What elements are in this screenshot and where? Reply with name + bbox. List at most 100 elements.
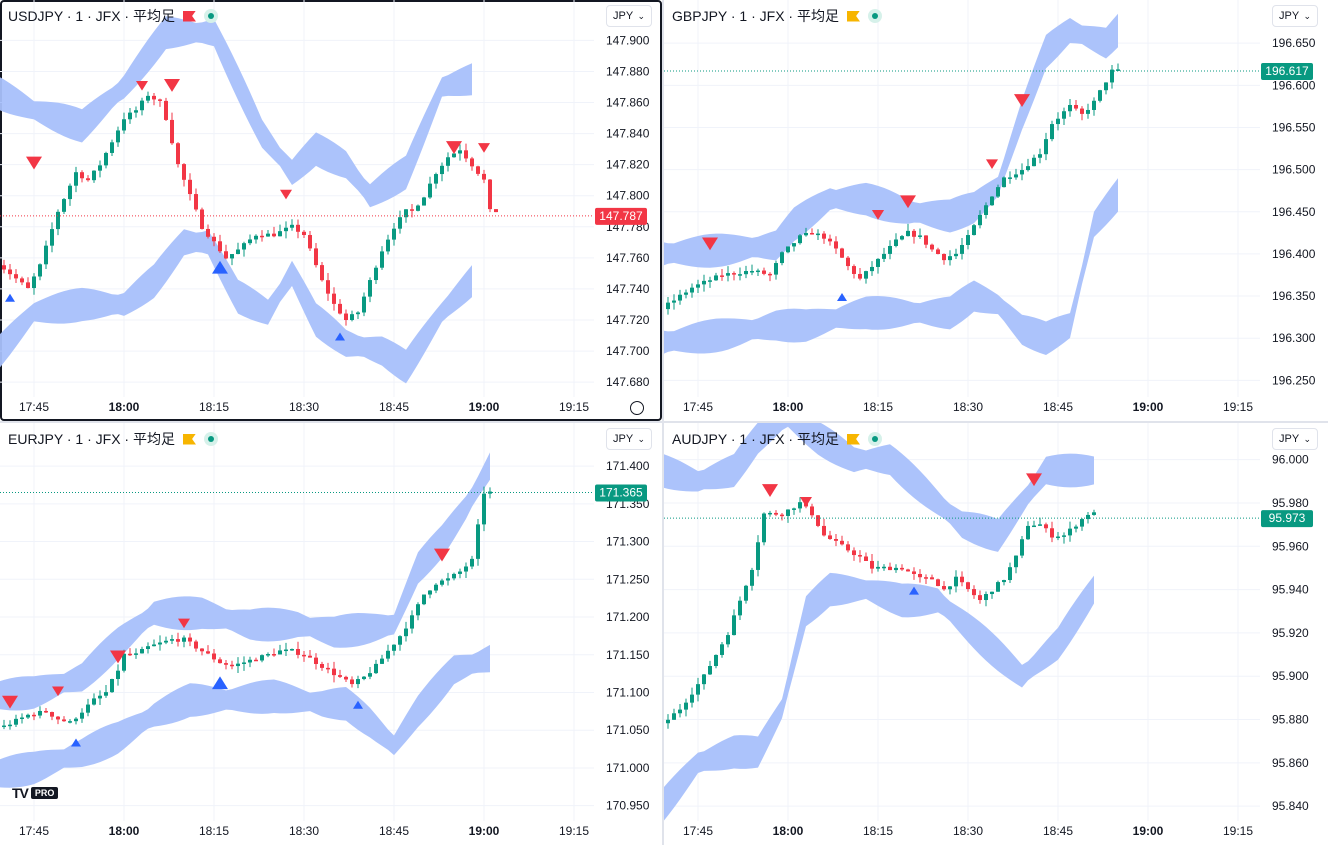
candle	[164, 97, 168, 122]
chart-pane-gbpjpy[interactable]: 196.650 196.600 196.550 196.500 196.450 196.4…	[664, 0, 1328, 421]
y-tick-label: 147.820	[606, 158, 650, 172]
chart-svg[interactable]: 171.400171.350171.300171.250171.200171.1…	[0, 423, 662, 845]
candle	[816, 515, 820, 528]
flag-icon[interactable]	[182, 433, 196, 445]
candle	[690, 283, 694, 298]
legend[interactable]: EURJPY · 1 · JFX · 平均足	[8, 429, 218, 449]
candle	[708, 276, 712, 288]
candle	[122, 112, 126, 134]
candle	[774, 510, 778, 517]
flag-icon[interactable]	[846, 433, 860, 445]
legend-title[interactable]: GBPJPY · 1 · JFX · 平均足	[672, 8, 839, 24]
candle	[386, 644, 390, 662]
candle	[98, 160, 102, 178]
candle	[1026, 158, 1030, 172]
candle	[470, 156, 474, 171]
candle	[696, 677, 700, 702]
chart-pane-usdjpy[interactable]: 147.900 147.880 147.860 147.840 147.820 147.8…	[0, 0, 662, 421]
candle	[38, 706, 42, 719]
candle	[780, 513, 784, 521]
candle	[714, 272, 718, 281]
legend[interactable]: GBPJPY · 1 · JFX · 平均足	[672, 6, 882, 26]
candle	[284, 221, 288, 239]
candle	[852, 547, 856, 561]
candle	[134, 106, 138, 118]
candle	[62, 197, 66, 215]
candle	[966, 229, 970, 250]
chart-svg[interactable]: 147.900 147.880 147.860 147.840 147.820 147.8…	[0, 0, 662, 421]
candles	[666, 497, 1096, 729]
candle	[870, 553, 874, 574]
flag-icon[interactable]	[847, 10, 860, 22]
pane-divider-horizontal[interactable]	[0, 421, 1328, 423]
candle	[26, 713, 30, 720]
candle	[68, 719, 72, 724]
legend[interactable]: AUDJPY · 1 · JFX · 平均足	[672, 429, 882, 449]
sell-marker	[178, 618, 190, 629]
settings-icon[interactable]	[630, 401, 644, 415]
candle	[726, 632, 730, 648]
chart-svg[interactable]: 196.650 196.600 196.550 196.500 196.450 196.4…	[664, 0, 1328, 421]
candle	[690, 687, 694, 708]
currency-select[interactable]: JPY ⌄	[606, 428, 652, 450]
candle	[314, 653, 318, 670]
chart-svg[interactable]: 96.000 95.980 95.960 95.940 95.920 95.900 95.8…	[664, 423, 1328, 845]
candle	[80, 170, 84, 183]
sell-marker	[164, 79, 180, 92]
buy-marker	[909, 586, 919, 595]
candle	[98, 690, 102, 705]
candle	[44, 708, 48, 713]
legend[interactable]: USDJPY · 1 · JFX · 平均足	[8, 6, 218, 26]
candle	[152, 639, 156, 647]
x-tick-label: 17:45	[683, 824, 713, 838]
candle	[882, 564, 886, 571]
tradingview-logo[interactable]: TV PRO	[12, 785, 59, 801]
sell-marker	[900, 195, 916, 209]
candle	[1074, 99, 1078, 111]
candle	[296, 641, 300, 659]
candle	[284, 642, 288, 657]
candle	[876, 258, 880, 274]
y-tick-label: 95.960	[1272, 539, 1309, 553]
x-tick-label: 18:15	[863, 400, 893, 414]
candle	[936, 247, 940, 255]
legend-title[interactable]: EURJPY · 1 · JFX · 平均足	[8, 431, 175, 447]
live-status-icon	[203, 432, 218, 446]
chart-pane-audjpy[interactable]: 96.000 95.980 95.960 95.940 95.920 95.900 95.8…	[664, 423, 1328, 845]
candle	[924, 235, 928, 249]
candle	[362, 675, 366, 681]
y-tick-label: 147.840	[606, 127, 650, 141]
band-lower	[664, 572, 1094, 821]
grid	[0, 0, 594, 397]
candle	[1080, 518, 1084, 531]
chevron-down-icon: ⌄	[637, 10, 645, 21]
currency-select[interactable]: JPY ⌄	[1272, 428, 1318, 450]
x-tick-label: 19:15	[559, 400, 589, 414]
candle	[804, 227, 808, 237]
candle	[14, 714, 18, 728]
legend-title[interactable]: AUDJPY · 1 · JFX · 平均足	[672, 431, 839, 447]
candle	[374, 265, 378, 284]
candle	[242, 656, 246, 671]
candle	[200, 207, 204, 230]
candle	[678, 289, 682, 305]
grid	[664, 423, 1260, 821]
price-tag: 196.617	[1261, 62, 1313, 80]
price-tag: 95.973	[1261, 510, 1313, 528]
candle	[768, 510, 772, 517]
chart-pane-eurjpy[interactable]: 171.400 171.350 171.300 171.250 171.200 171.1…	[0, 423, 662, 845]
y-tick-label: 147.800	[606, 189, 650, 203]
currency-select[interactable]: JPY ⌄	[606, 5, 652, 27]
x-tick-label: 19:00	[1133, 400, 1164, 414]
candle	[738, 596, 742, 620]
x-tick-label: 19:00	[1133, 824, 1164, 838]
legend-title[interactable]: USDJPY · 1 · JFX · 平均足	[8, 8, 175, 24]
candle	[488, 179, 492, 213]
y-tick-label: 147.880	[606, 64, 650, 78]
flag-icon[interactable]	[182, 10, 196, 22]
candle	[20, 276, 24, 286]
candle	[296, 219, 300, 239]
candle	[852, 264, 856, 279]
candle	[684, 698, 688, 717]
currency-select[interactable]: JPY ⌄	[1272, 5, 1318, 27]
